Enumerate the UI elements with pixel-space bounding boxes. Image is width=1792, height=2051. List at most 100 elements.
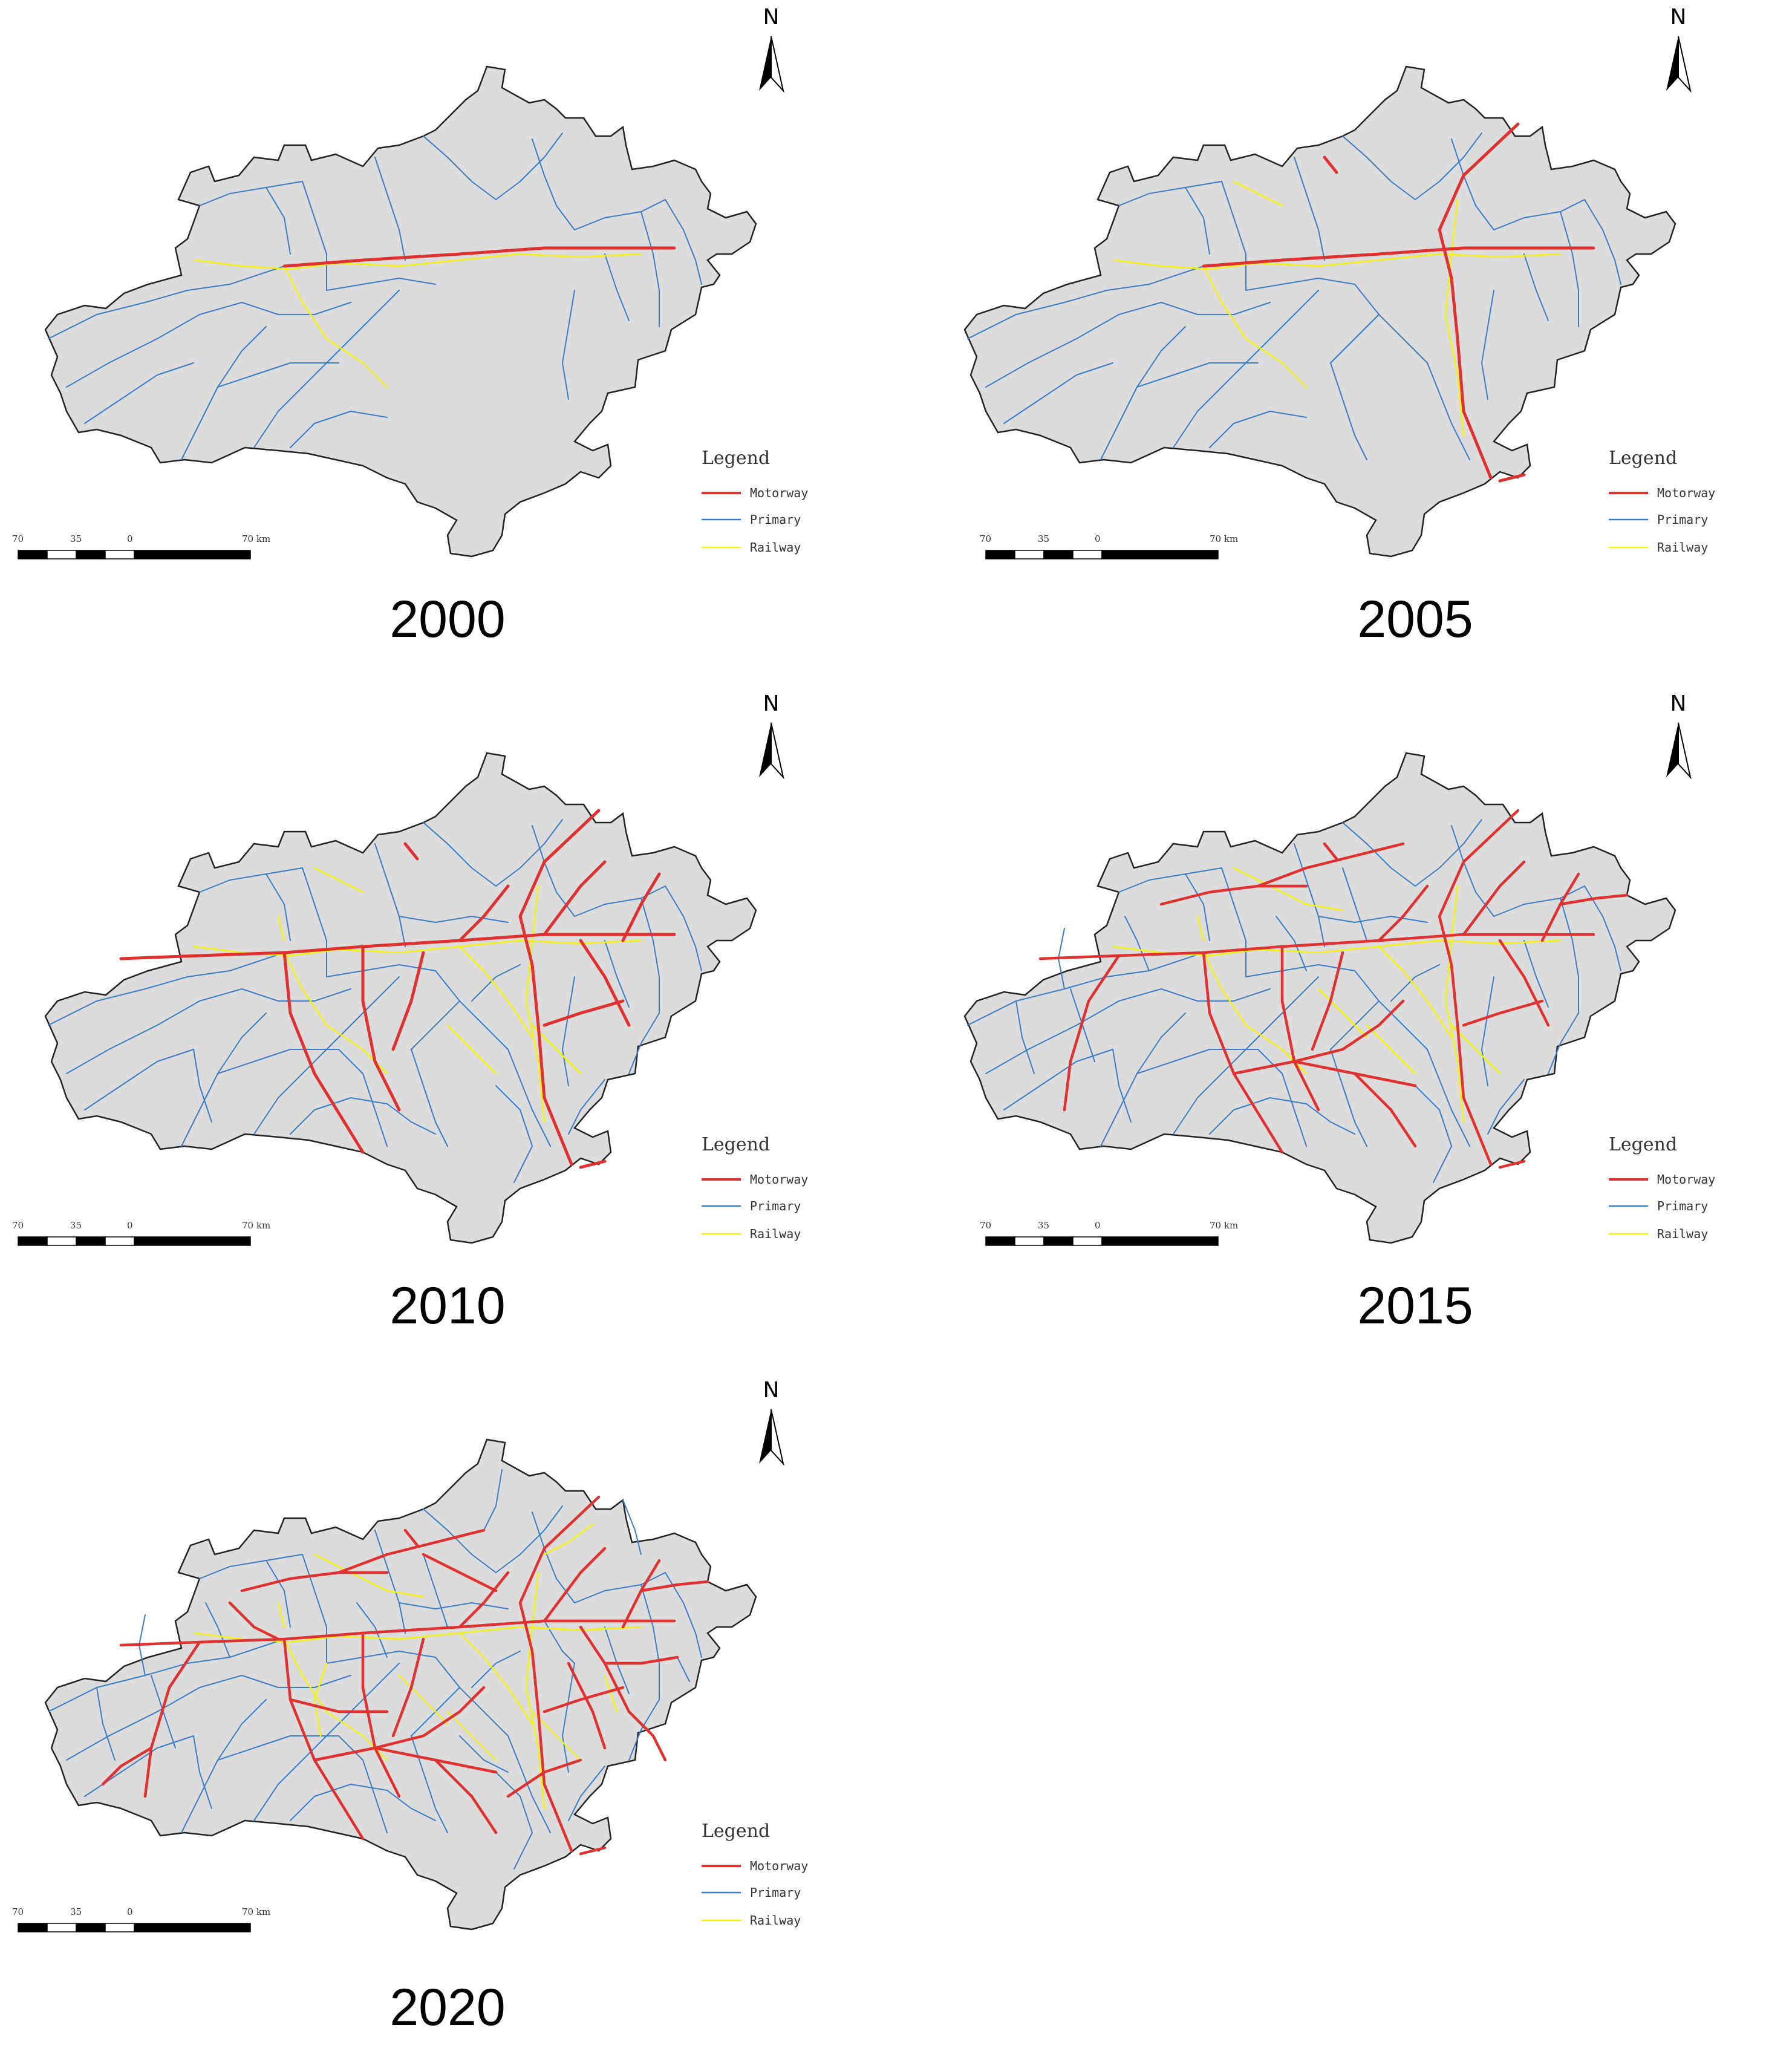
- primary-line: [66, 1675, 243, 1761]
- legend-item-primary: Primary: [750, 1199, 801, 1213]
- primary-line: [326, 278, 436, 291]
- primary-line: [205, 1602, 230, 1658]
- legend-item-railway: Railway: [750, 540, 801, 555]
- primary-line: [199, 181, 303, 206]
- primary-line: [568, 1079, 605, 1135]
- primary-line: [1124, 916, 1150, 971]
- scale-bar-segment: [1072, 550, 1103, 559]
- primary-line: [1245, 976, 1319, 1050]
- primary-line: [96, 1687, 116, 1761]
- legend-item-primary: Primary: [750, 512, 801, 527]
- motorway-line: [282, 246, 676, 268]
- map-frame: [963, 65, 1676, 558]
- motorway-line: [1202, 951, 1284, 1154]
- scale-label-0: 0: [127, 533, 133, 544]
- railway-line: [277, 1602, 285, 1628]
- motorway-line: [422, 1553, 498, 1593]
- map-frame: [44, 65, 757, 558]
- motorway-line: [1353, 1072, 1417, 1148]
- primary-line: [1136, 362, 1259, 388]
- legend-item-primary: Primary: [750, 1885, 801, 1900]
- primary-line: [266, 1560, 291, 1628]
- primary-line: [193, 1735, 212, 1809]
- motorway-layer: [119, 809, 676, 1169]
- primary-line: [253, 1049, 327, 1135]
- primary-line: [967, 266, 1204, 339]
- primary-line: [399, 916, 509, 923]
- north-arrow-left-half: [759, 723, 771, 777]
- railway-line: [604, 1674, 618, 1713]
- scale-label-right: 70 km: [1210, 533, 1239, 544]
- primary-line: [640, 211, 660, 327]
- scale-bar-segment: [105, 550, 135, 559]
- scale-bar: [18, 1236, 251, 1246]
- region-boundary: [44, 1438, 757, 1931]
- railway-line: [337, 1626, 642, 1640]
- legend-item-railway: Railway: [1657, 1227, 1709, 1241]
- primary-line: [532, 139, 575, 230]
- map-2010: [18, 722, 784, 1246]
- railway-line: [192, 259, 340, 270]
- scale-label-0: 0: [127, 1220, 133, 1231]
- motorway-line: [282, 951, 365, 1154]
- map-panel-2000: N Legend Motorway Primary Railway 70 35 …: [0, 0, 877, 677]
- motorway-line: [288, 1698, 389, 1714]
- primary-line: [1415, 1085, 1452, 1183]
- primary-line: [193, 1049, 212, 1123]
- railway-layer: [1112, 180, 1562, 437]
- motorway-line: [542, 999, 625, 1027]
- scale-label-left: 70: [980, 533, 992, 544]
- primary-line: [217, 1735, 339, 1761]
- railway-line: [313, 1662, 328, 1737]
- primary-line: [253, 362, 327, 448]
- primary-line: [1493, 199, 1585, 230]
- motorway-line: [542, 1686, 625, 1714]
- primary-line: [423, 822, 497, 887]
- primary-line: [1427, 1049, 1470, 1147]
- primary-line: [1118, 867, 1222, 893]
- primary-line: [640, 898, 660, 1014]
- scale-bar-segment: [1043, 1236, 1074, 1246]
- motorway-line: [1438, 809, 1520, 1166]
- scale-bar-segment: [134, 1236, 251, 1246]
- primary-line: [386, 1103, 436, 1135]
- primary-line: [1185, 873, 1210, 941]
- north-arrow-right-half: [771, 36, 784, 93]
- motorway-line: [119, 951, 286, 960]
- railway-line: [446, 1710, 497, 1761]
- map-frame: [44, 752, 757, 1244]
- legend-title: Legend: [702, 1821, 771, 1842]
- primary-line: [1330, 362, 1367, 460]
- scale-bar: [18, 550, 251, 559]
- railway-layer: [192, 253, 642, 388]
- primary-line: [338, 1735, 388, 1833]
- scale-bar: [985, 1236, 1219, 1246]
- motorway-line: [391, 951, 425, 1051]
- railway-line: [398, 1674, 449, 1725]
- motorway-line: [579, 1846, 607, 1856]
- scale-bar-segment: [18, 550, 48, 559]
- scale-bar-segment: [1072, 1236, 1103, 1246]
- primary-line: [1245, 290, 1319, 364]
- scale-label-left: 70: [12, 1906, 24, 1917]
- primary-line: [495, 1505, 563, 1573]
- primary-line: [665, 199, 702, 285]
- motorway-line: [603, 1655, 679, 1665]
- primary-line: [1245, 278, 1355, 291]
- primary-line: [622, 1499, 642, 1555]
- primary-line: [302, 1554, 327, 1664]
- primary-line: [1257, 1049, 1307, 1147]
- scale-label-right: 70 km: [242, 1906, 271, 1917]
- scale-label-0: 0: [1095, 533, 1101, 544]
- primary-line: [1427, 362, 1470, 460]
- railway-line: [1202, 265, 1308, 388]
- primary-line: [985, 988, 1162, 1074]
- primary-line: [326, 1651, 436, 1664]
- scale-label-35: 35: [70, 533, 82, 544]
- primary-line: [483, 1469, 503, 1531]
- railway-layer: [192, 867, 642, 1123]
- motorway-line: [579, 939, 631, 1027]
- primary-line: [48, 952, 285, 1026]
- north-arrow-label: N: [1670, 5, 1687, 30]
- primary-line: [1294, 843, 1325, 947]
